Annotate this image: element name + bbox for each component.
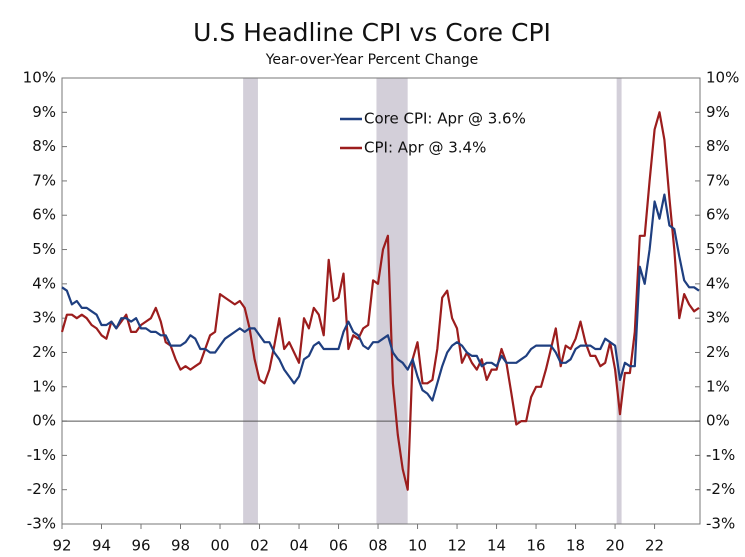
y-tick-label: 4% [32, 274, 56, 292]
x-tick-label: 98 [171, 537, 190, 555]
x-tick-label: 18 [566, 537, 585, 555]
x-tick-label: 06 [329, 537, 348, 555]
y-tick-label: 9% [32, 103, 56, 121]
y-tick-label: -2% [27, 480, 56, 498]
y-tick-label: 2% [32, 343, 56, 361]
y-tick-label: 7% [32, 171, 56, 189]
shaded-period [376, 78, 408, 524]
shaded-period [243, 78, 258, 524]
y2-tick-label: 5% [706, 240, 730, 258]
x-tick-label: 16 [527, 537, 546, 555]
y-tick-label: -1% [27, 446, 56, 464]
y-tick-label: 5% [32, 240, 56, 258]
y2-tick-label: 0% [706, 412, 730, 430]
y2-tick-label: 1% [706, 377, 730, 395]
chart-title: U.S Headline CPI vs Core CPI [193, 18, 551, 47]
y2-tick-label: 3% [706, 309, 730, 327]
chart-subtitle: Year-over-Year Percent Change [265, 52, 479, 68]
x-tick-label: 04 [289, 537, 308, 555]
x-tick-label: 00 [210, 537, 229, 555]
y2-tick-label: 2% [706, 343, 730, 361]
y-tick-label: 3% [32, 309, 56, 327]
x-tick-label: 08 [368, 537, 387, 555]
y2-tick-label: 4% [706, 274, 730, 292]
y2-tick-label: -2% [706, 480, 735, 498]
x-tick-label: 10 [408, 537, 427, 555]
y-tick-label: -3% [27, 515, 56, 533]
legend-label: CPI: Apr @ 3.4% [364, 139, 486, 157]
y-tick-label: 8% [32, 137, 56, 155]
x-tick-label: 12 [447, 537, 466, 555]
legend-label: Core CPI: Apr @ 3.6% [364, 110, 526, 128]
x-tick-label: 14 [487, 537, 506, 555]
y2-tick-label: -3% [706, 515, 735, 533]
x-tick-label: 02 [250, 537, 269, 555]
x-tick-label: 94 [92, 537, 111, 555]
x-tick-label: 96 [131, 537, 150, 555]
y-tick-label: 6% [32, 206, 56, 224]
x-tick-label: 20 [606, 537, 625, 555]
y-tick-label: 10% [23, 69, 56, 87]
series-line [60, 111, 700, 491]
y2-tick-label: -1% [706, 446, 735, 464]
y2-tick-label: 9% [706, 103, 730, 121]
y2-tick-label: 7% [706, 171, 730, 189]
y-tick-label: 1% [32, 377, 56, 395]
x-tick-label: 22 [645, 537, 664, 555]
plot-frame [61, 77, 701, 525]
shaded-period [616, 78, 622, 524]
y2-tick-label: 8% [706, 137, 730, 155]
x-tick-label: 92 [52, 537, 71, 555]
y2-tick-label: 6% [706, 206, 730, 224]
series-line [61, 193, 700, 402]
y2-tick-label: 10% [706, 69, 739, 87]
y-tick-label: 0% [32, 412, 56, 430]
